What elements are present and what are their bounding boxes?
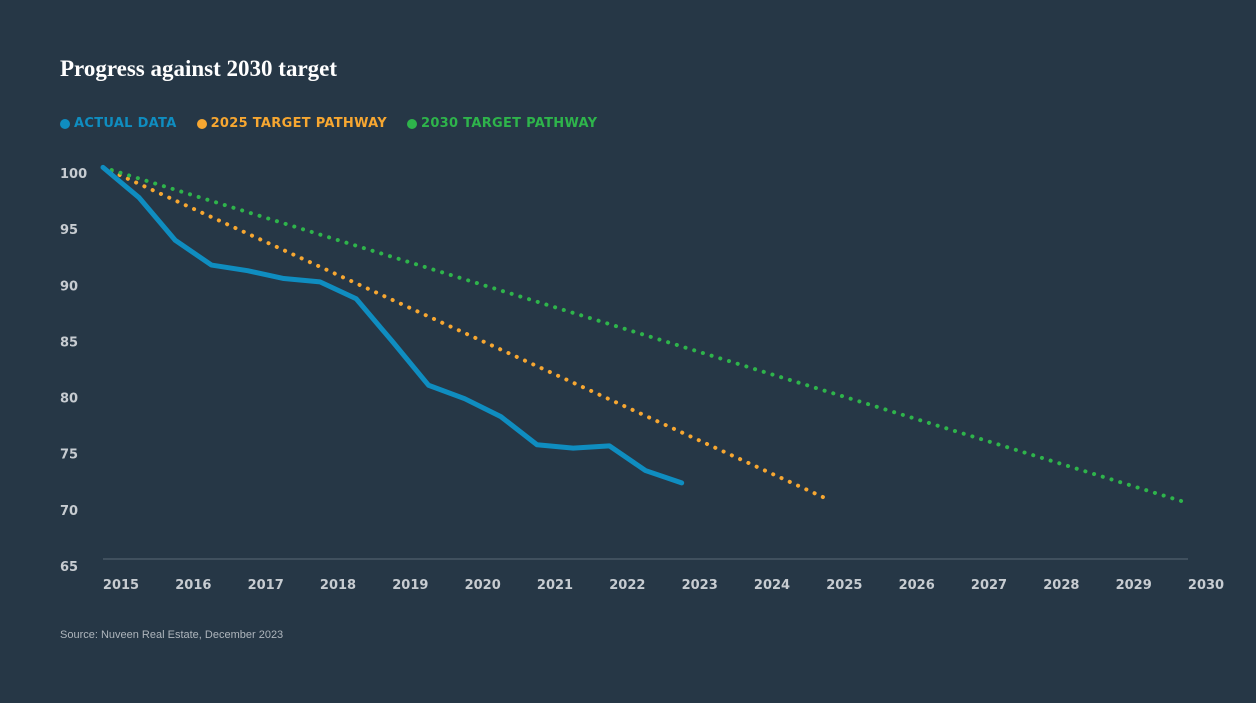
y-tick-label: 100 [60,167,87,182]
series-line-2025-target-pathway [101,165,829,501]
x-tick-label: 2021 [537,578,573,593]
y-tick-label: 65 [60,560,78,575]
series-group [100,164,1190,506]
x-tick-label: 2017 [248,578,284,593]
x-tick-label: 2022 [609,578,645,593]
legend-dot-2030 [406,118,417,129]
chart-legend: ACTUAL DATA 2025 TARGET PATHWAY 2030 TAR… [60,116,597,131]
legend-label-actual: ACTUAL DATA [74,116,177,131]
y-tick-label: 95 [60,223,78,238]
chart-title: Progress against 2030 target [60,56,338,81]
x-tick-label: 2029 [1116,578,1152,593]
y-tick-label: 90 [60,279,78,294]
y-tick-label: 80 [60,392,78,407]
x-tick-label: 2026 [899,578,935,593]
y-tick-label: 85 [60,335,78,350]
x-tick-label: 2018 [320,578,356,593]
legend-dot-actual [60,118,70,129]
x-tick-label: 2019 [392,578,428,593]
source-note: Source: Nuveen Real Estate, December 202… [60,629,284,641]
x-tick-label: 2024 [754,578,790,593]
x-tick-label: 2023 [682,578,718,593]
series-line-2030-target-pathway [101,165,1190,506]
y-tick-label: 70 [60,504,78,519]
legend-label-2025: 2025 TARGET PATHWAY [210,116,387,131]
legend-dot-2025 [196,118,207,129]
x-tick-label: 2020 [465,578,501,593]
x-tick-label: 2015 [103,578,139,593]
y-tick-label: 75 [60,448,78,463]
x-axis-labels: 2015 2016 2017 2018 2019 2020 2021 2022 2023 2024… [103,578,1224,593]
x-tick-label: 2028 [1043,578,1079,593]
legend-item-actual: ACTUAL DATA [60,116,177,131]
x-tick-label: 2027 [971,578,1007,593]
legend-label-2030: 2030 TARGET PATHWAY [420,116,598,131]
y-axis-labels: 100 95 90 85 80 75 70 65 [60,167,87,575]
x-tick-label: 2030 [1188,578,1224,593]
series-line-actual-data [100,164,685,486]
x-tick-label: 2016 [175,578,211,593]
x-tick-label: 2025 [826,578,862,593]
legend-item-2025: 2025 TARGET PATHWAY [196,116,387,131]
legend-item-2030: 2030 TARGET PATHWAY [406,116,598,131]
